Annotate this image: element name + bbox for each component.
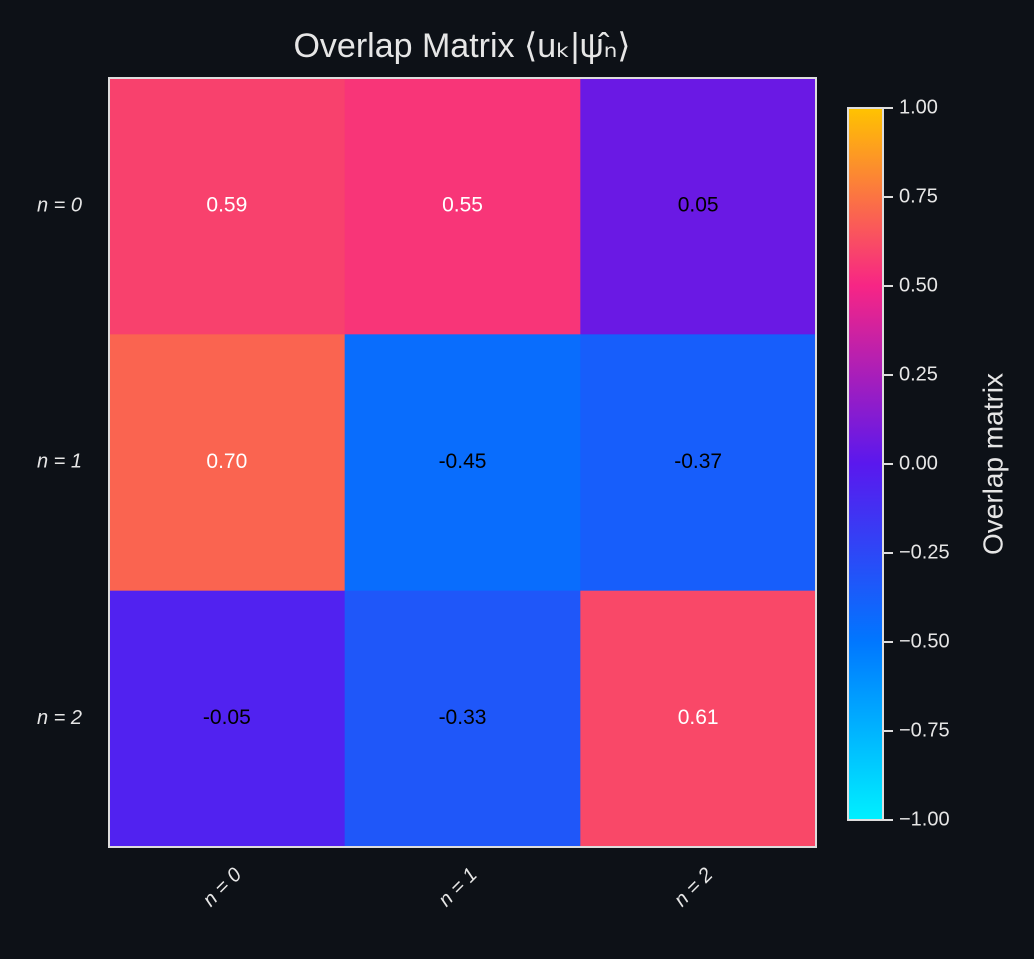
cell-value-label: -0.37 xyxy=(674,450,722,473)
colorbar-tick-label: 0.25 xyxy=(899,363,938,385)
colorbar-label: Overlap matrix xyxy=(977,373,1008,555)
x-tick-label: n = 2 xyxy=(670,864,717,911)
colorbar xyxy=(847,107,884,821)
x-tick-label: n = 0 xyxy=(199,864,246,911)
plot-frame xyxy=(108,77,817,848)
heatmap-cell xyxy=(344,78,581,335)
y-tick-label: n = 1 xyxy=(37,451,82,473)
x-tick-label: n = 1 xyxy=(434,864,481,911)
colorbar-tick-label: 0.00 xyxy=(899,452,938,474)
colorbar-tick-label: 0.50 xyxy=(899,274,938,296)
colorbar-tick-label: 1.00 xyxy=(899,96,938,118)
cell-value-label: -0.33 xyxy=(439,706,487,729)
heatmap-cell xyxy=(580,334,817,592)
heatmap-cell xyxy=(344,334,581,592)
colorbar-tick-label: −0.50 xyxy=(899,630,950,652)
cell-value-label: 0.05 xyxy=(678,194,719,217)
cell-value-label: 0.59 xyxy=(206,194,247,217)
colorbar-tick-label: 0.75 xyxy=(899,185,938,207)
y-tick-label: n = 2 xyxy=(37,707,82,729)
chart-title: Overlap Matrix ⟨uₖ|ψ̂ₙ⟩ xyxy=(293,27,630,65)
heatmap-cell xyxy=(109,334,346,592)
cell-value-label: 0.70 xyxy=(206,450,247,473)
cell-value-label: 0.61 xyxy=(678,706,719,729)
heatmap-cell xyxy=(109,590,346,848)
cell-value-label: -0.45 xyxy=(439,450,487,473)
heatmap-cell xyxy=(580,590,817,848)
y-tick-label: n = 0 xyxy=(37,194,82,216)
cell-value-label: -0.05 xyxy=(203,706,251,729)
heatmap-cell xyxy=(580,78,817,335)
colorbar-tick-label: −0.75 xyxy=(899,719,950,741)
colorbar-tick-label: −0.25 xyxy=(899,541,950,563)
colorbar-tick-label: −1.00 xyxy=(899,808,950,830)
cell-value-label: 0.55 xyxy=(442,194,483,217)
heatmap-cell xyxy=(344,590,581,848)
heatmap-cell xyxy=(109,78,346,335)
